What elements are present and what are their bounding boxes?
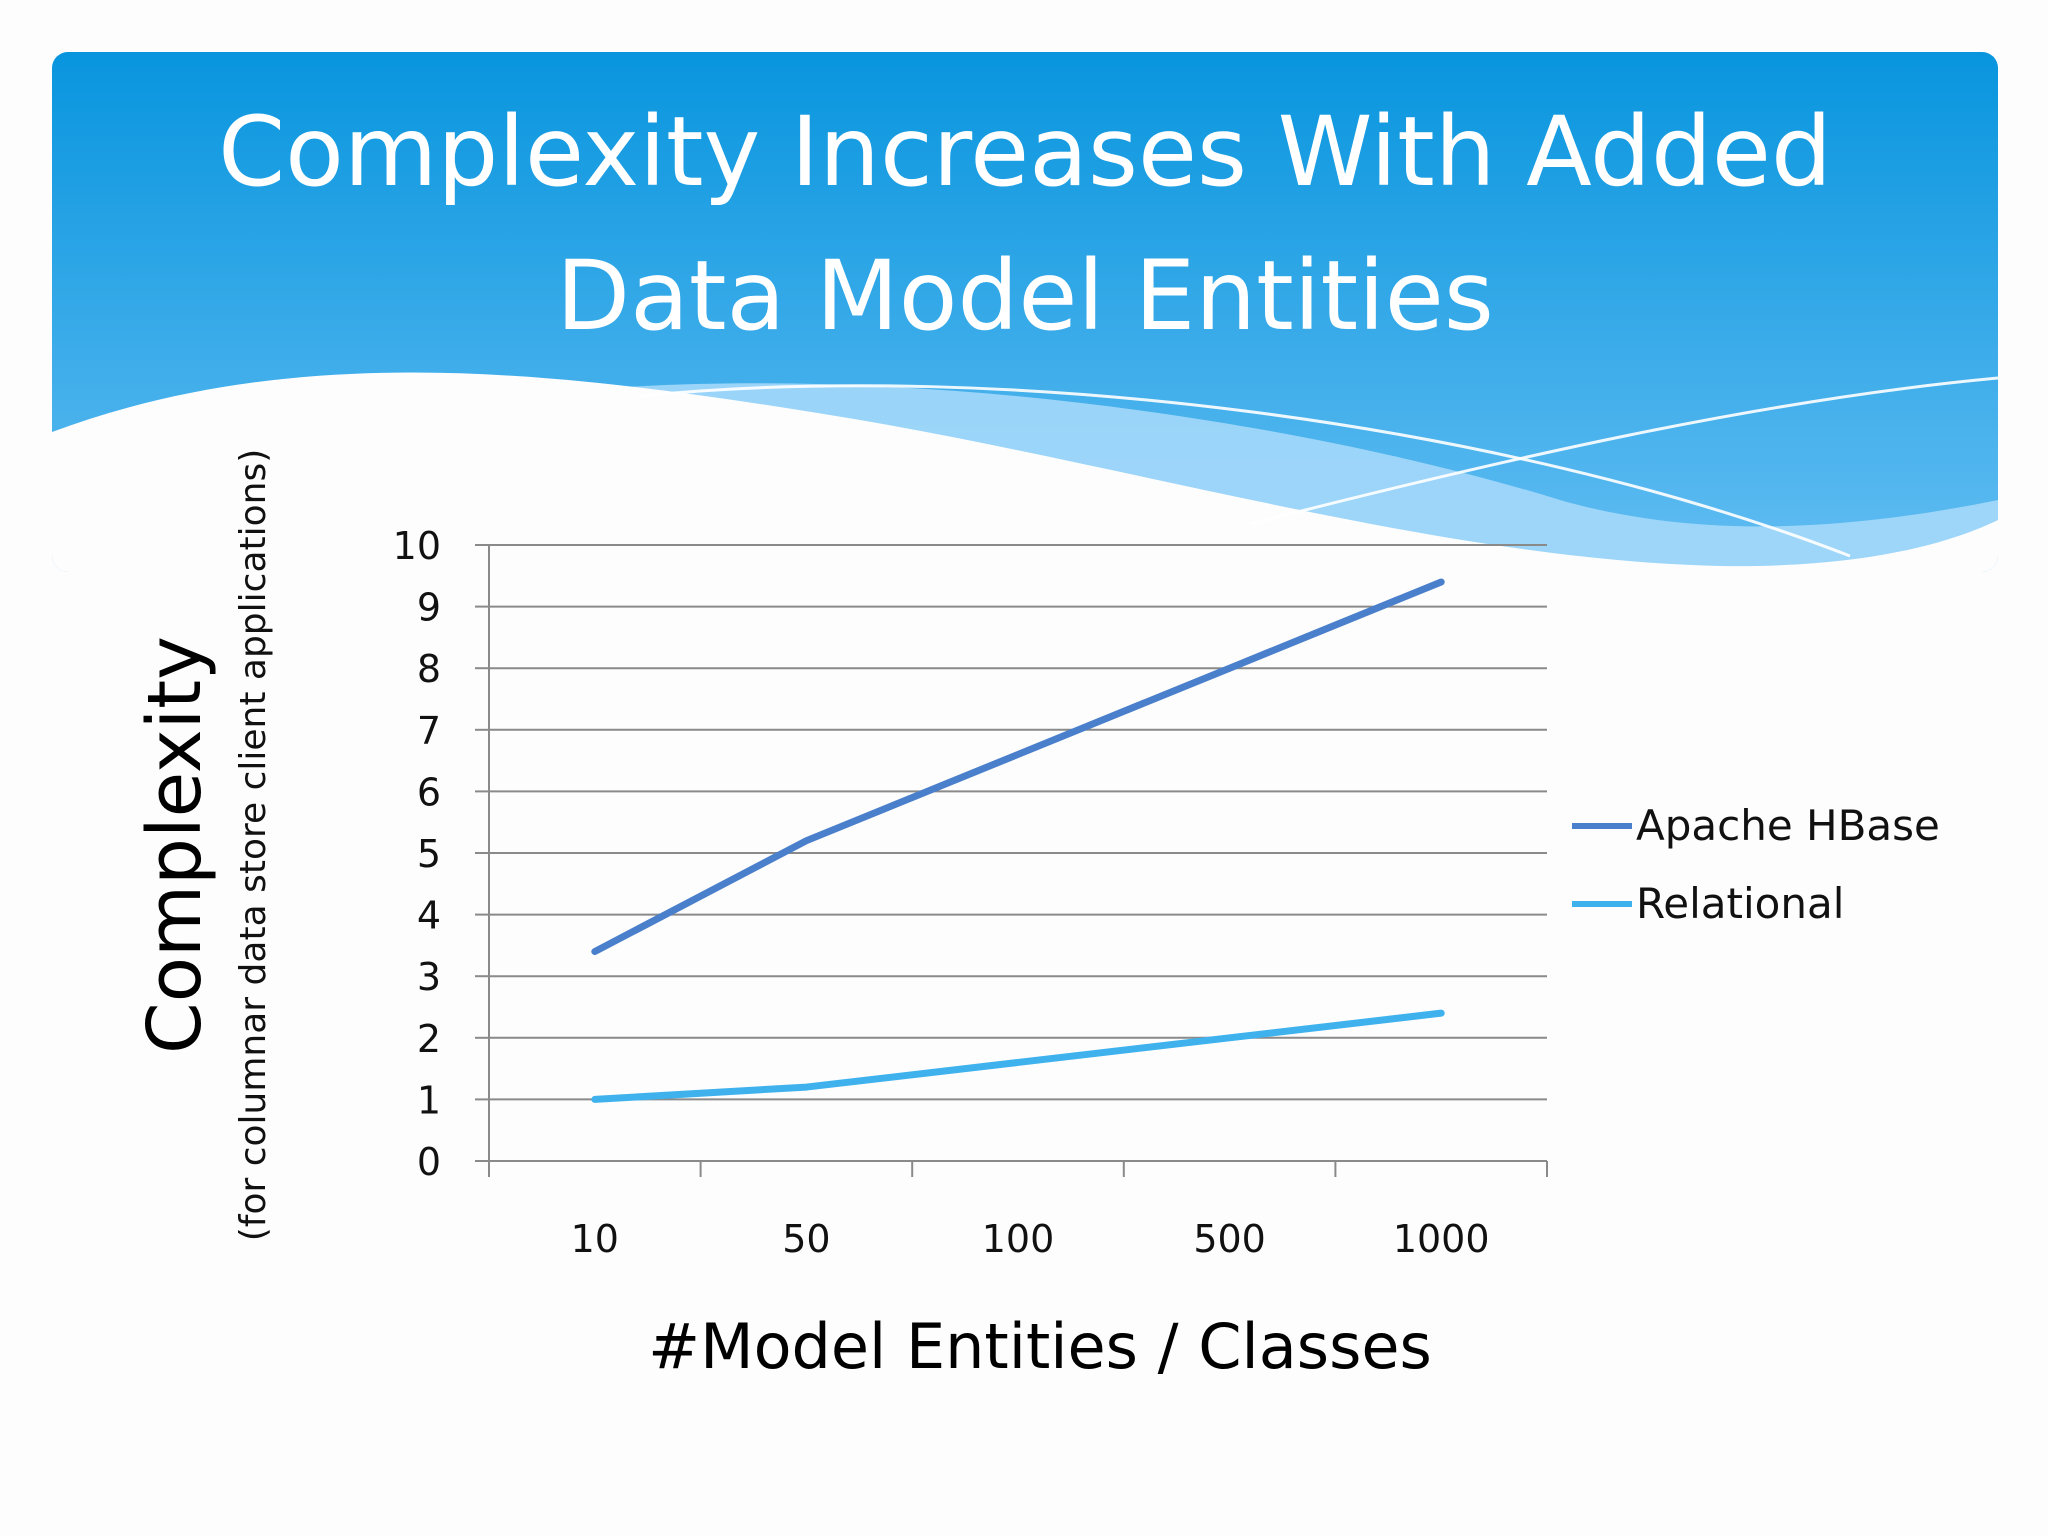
plot-area: 0 1 2 3 4 5 6 7 8 9 10 10 50 100 500 1000 <box>393 524 1548 1261</box>
slide-title-line-1: Complexity Increases With Added <box>218 96 1832 208</box>
header-wave-white <box>52 372 1998 572</box>
y-tick-label: 8 <box>417 647 441 691</box>
y-axis-label: Complexity <box>132 636 218 1054</box>
y-tick-label: 6 <box>417 770 441 814</box>
header-wave-line-1 <box>639 384 1851 558</box>
series-line-relational <box>591 1009 1445 1103</box>
header-wave-line-2 <box>1249 376 1998 526</box>
x-tick-label: 1000 <box>1393 1217 1490 1261</box>
x-axis-label: #Model Entities / Classes <box>648 1310 1432 1383</box>
legend: Apache HBase Relational <box>1572 801 1940 928</box>
y-tick-label: 5 <box>417 832 441 876</box>
y-tick-label: 10 <box>393 524 441 568</box>
x-tick-label: 10 <box>571 1217 619 1261</box>
x-tick-label: 500 <box>1193 1217 1266 1261</box>
y-tick-label: 3 <box>417 955 441 999</box>
y-tick-label: 9 <box>417 586 441 630</box>
series-line-apache-hbase <box>591 578 1445 956</box>
header-banner <box>52 52 1998 572</box>
x-tick-label: 50 <box>782 1217 830 1261</box>
y-tick-label: 2 <box>417 1017 441 1061</box>
y-tick-label: 1 <box>417 1078 441 1122</box>
legend-label-relational: Relational <box>1636 879 1844 928</box>
slide-title: Complexity Increases With Added Data Mod… <box>52 80 1998 368</box>
y-tick-label: 4 <box>417 894 441 938</box>
slide-title-line-2: Data Model Entities <box>556 240 1494 352</box>
x-tick-label: 100 <box>982 1217 1055 1261</box>
legend-label-hbase: Apache HBase <box>1636 801 1940 850</box>
y-axis-sublabel: (for columnar data store client applicat… <box>233 449 274 1242</box>
y-tick-label: 7 <box>417 709 441 753</box>
y-tick-label: 0 <box>417 1140 441 1184</box>
